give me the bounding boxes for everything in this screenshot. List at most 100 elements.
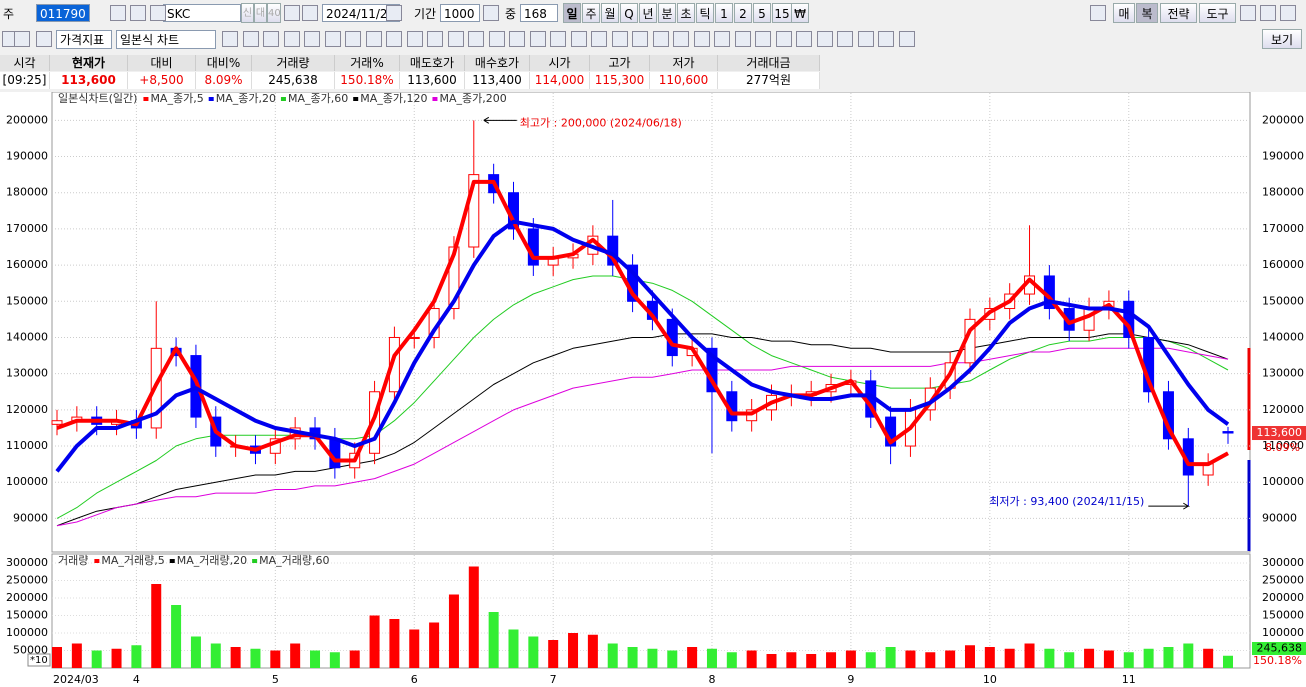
icon-button[interactable] [386, 5, 402, 21]
volume-bar [448, 594, 459, 668]
legend-label: MA_거래량,20 [177, 554, 247, 567]
icon-button[interactable] [591, 31, 607, 47]
interval-button[interactable]: 월 [601, 3, 619, 23]
code-input[interactable]: 011790 [36, 4, 90, 22]
period-input[interactable]: 1000 [440, 4, 480, 22]
icon-button[interactable] [714, 31, 730, 47]
volume-bar [726, 652, 737, 668]
icon-button[interactable] [694, 31, 710, 47]
info-value: +8,500 [128, 72, 196, 89]
volume-bar [230, 647, 241, 668]
icon-button[interactable] [130, 5, 146, 21]
interval-button[interactable]: 틱 [696, 3, 714, 23]
icon-button[interactable] [284, 31, 300, 47]
icon-button[interactable] [653, 31, 669, 47]
icon-button[interactable] [325, 31, 341, 47]
icon-button[interactable] [817, 31, 833, 47]
icon-button[interactable] [837, 31, 853, 47]
icon-button[interactable] [612, 31, 628, 47]
icon-button[interactable] [489, 31, 505, 47]
volume-bar [190, 636, 201, 668]
y-tick-label: 200000 [6, 113, 48, 126]
icon-button[interactable] [36, 31, 52, 47]
volume-bar [766, 654, 777, 668]
tag[interactable]: 대 [254, 3, 267, 23]
interval-button[interactable]: 주 [582, 3, 600, 23]
icon-button[interactable] [150, 5, 166, 21]
menu-button[interactable]: 도구 [1199, 3, 1236, 23]
icon-button[interactable] [1260, 5, 1276, 21]
volume-bar [210, 643, 221, 668]
icon-button[interactable] [468, 31, 484, 47]
y-tick-label: 50000 [13, 644, 48, 657]
tag[interactable]: 40 [267, 3, 281, 23]
info-value: 115,300 [590, 72, 650, 89]
interval-button[interactable]: 일 [563, 3, 581, 23]
volume-bar [91, 650, 102, 668]
tag[interactable]: 신 [241, 3, 254, 23]
interval-button[interactable]: 년 [639, 3, 657, 23]
icon-button[interactable] [304, 31, 320, 47]
volume-bar [171, 605, 182, 668]
y-tick-label: 190000 [1262, 150, 1304, 163]
icon-button[interactable] [735, 31, 751, 47]
interval-button[interactable]: 5 [753, 3, 771, 23]
view-button[interactable]: 보기 [1262, 29, 1302, 49]
icon-button[interactable] [858, 31, 874, 47]
info-header: 대비 [128, 55, 196, 71]
volume-bar [131, 645, 142, 668]
icon-button[interactable] [302, 5, 318, 21]
middle-input[interactable]: 168 [520, 4, 558, 22]
icon-button[interactable] [1240, 5, 1256, 21]
icon-button[interactable] [110, 5, 126, 21]
icon-button[interactable] [632, 31, 648, 47]
icon-button[interactable] [366, 31, 382, 47]
icon-button[interactable] [448, 31, 464, 47]
interval-button[interactable]: 15 [772, 3, 792, 23]
menu-button[interactable]: 전략 [1160, 3, 1197, 23]
interval-button[interactable]: 분 [658, 3, 676, 23]
style-select[interactable]: 일본식 차트 [116, 30, 216, 49]
unit-box [27, 653, 51, 667]
candle-body [369, 391, 381, 454]
y-tick-label: 100000 [1262, 626, 1304, 639]
interval-button[interactable]: 초 [677, 3, 695, 23]
icon-button[interactable] [263, 31, 279, 47]
menu-button[interactable]: 매 [1113, 3, 1135, 23]
y-tick-label: 150000 [1262, 294, 1304, 307]
icon-button[interactable] [755, 31, 771, 47]
y-tick-label: 200000 [1262, 591, 1304, 604]
icon-button[interactable] [222, 31, 238, 47]
interval-button[interactable]: ₩ [791, 3, 809, 23]
icon-button[interactable] [571, 31, 587, 47]
icon-button[interactable] [345, 31, 361, 47]
indicator-select[interactable]: 가격지표 [56, 30, 112, 49]
icon-button[interactable] [1280, 5, 1296, 21]
icon-button[interactable] [673, 31, 689, 47]
info-value: 8.09% [196, 72, 252, 89]
interval-button[interactable]: Q [620, 3, 638, 23]
y-tick-label: 150000 [1262, 609, 1304, 622]
name-input[interactable]: SKC [163, 4, 241, 22]
x-tick-label: 10 [983, 673, 997, 686]
icon-button[interactable] [509, 31, 525, 47]
icon-button[interactable] [284, 5, 300, 21]
icon-button[interactable] [530, 31, 546, 47]
interval-button[interactable]: 2 [734, 3, 752, 23]
icon-button[interactable] [243, 31, 259, 47]
icon-button[interactable] [796, 31, 812, 47]
icon-button[interactable] [427, 31, 443, 47]
volume-bar [647, 648, 658, 668]
icon-button[interactable] [14, 31, 30, 47]
icon-button[interactable] [878, 31, 894, 47]
icon-button[interactable] [550, 31, 566, 47]
icon-button[interactable] [483, 5, 499, 21]
icon-button[interactable] [407, 31, 423, 47]
icon-button[interactable] [1090, 5, 1106, 21]
volume-bar [488, 612, 499, 668]
icon-button[interactable] [776, 31, 792, 47]
interval-button[interactable]: 1 [715, 3, 733, 23]
icon-button[interactable] [386, 31, 402, 47]
icon-button[interactable] [899, 31, 915, 47]
menu-button[interactable]: 복 [1136, 3, 1158, 23]
